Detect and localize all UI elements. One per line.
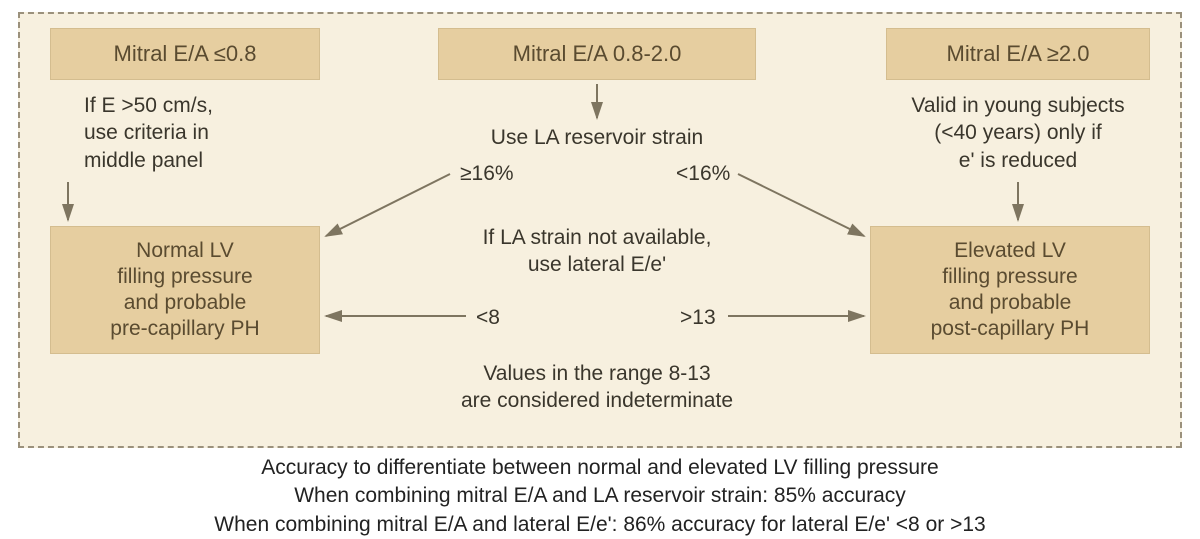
footer-l2: When combining mitral E/A and LA reservo… bbox=[0, 482, 1200, 510]
result-left-l1: Normal LV bbox=[136, 239, 234, 262]
mid-la-strain-label: Use LA reservoir strain bbox=[491, 126, 703, 149]
header-right-label: Mitral E/A ≥2.0 bbox=[947, 40, 1090, 68]
header-mid: Mitral E/A 0.8-2.0 bbox=[438, 28, 756, 80]
mid-alt-l2: use lateral E/e' bbox=[528, 253, 666, 276]
footer-l3: When combining mitral E/A and lateral E/… bbox=[0, 511, 1200, 539]
result-left: Normal LV filling pressure and probable … bbox=[50, 226, 320, 354]
footer: Accuracy to differentiate between normal… bbox=[0, 454, 1200, 539]
result-right-l4: post-capillary PH bbox=[931, 317, 1090, 340]
mid-la-strain: Use LA reservoir strain bbox=[438, 124, 756, 151]
result-right-l1: Elevated LV bbox=[954, 239, 1066, 262]
header-right: Mitral E/A ≥2.0 bbox=[886, 28, 1150, 80]
note-right-l2: (<40 years) only if bbox=[934, 121, 1102, 144]
mid-indet-l2: are considered indeterminate bbox=[461, 389, 733, 412]
note-left-l3: middle panel bbox=[84, 149, 203, 172]
mid-alt-l1: If LA strain not available, bbox=[483, 226, 712, 249]
ee-gt13: >13 bbox=[680, 304, 716, 331]
note-left-l1: If E >50 cm/s, bbox=[84, 94, 213, 117]
note-right-l3: e' is reduced bbox=[959, 149, 1077, 172]
mid-alt-ee: If LA strain not available, use lateral … bbox=[438, 224, 756, 279]
result-right-l3: and probable bbox=[949, 291, 1072, 314]
note-right: Valid in young subjects (<40 years) only… bbox=[886, 92, 1150, 174]
header-left: Mitral E/A ≤0.8 bbox=[50, 28, 320, 80]
note-right-l1: Valid in young subjects bbox=[911, 94, 1124, 117]
result-left-l4: pre-capillary PH bbox=[110, 317, 259, 340]
result-left-l2: filling pressure bbox=[117, 265, 252, 288]
header-mid-label: Mitral E/A 0.8-2.0 bbox=[513, 40, 682, 68]
result-right-l2: filling pressure bbox=[942, 265, 1077, 288]
threshold-ge16: ≥16% bbox=[460, 160, 514, 187]
note-left: If E >50 cm/s, use criteria in middle pa… bbox=[84, 92, 213, 174]
note-left-l2: use criteria in bbox=[84, 121, 209, 144]
header-left-label: Mitral E/A ≤0.8 bbox=[114, 40, 257, 68]
mid-indet-l1: Values in the range 8-13 bbox=[483, 362, 710, 385]
diagram-panel: Mitral E/A ≤0.8 Mitral E/A 0.8-2.0 Mitra… bbox=[18, 12, 1182, 448]
ee-lt8: <8 bbox=[476, 304, 500, 331]
threshold-lt16: <16% bbox=[676, 160, 730, 187]
result-left-l3: and probable bbox=[124, 291, 247, 314]
mid-indeterminate: Values in the range 8-13 are considered … bbox=[438, 360, 756, 415]
result-right: Elevated LV filling pressure and probabl… bbox=[870, 226, 1150, 354]
footer-l1: Accuracy to differentiate between normal… bbox=[0, 454, 1200, 482]
